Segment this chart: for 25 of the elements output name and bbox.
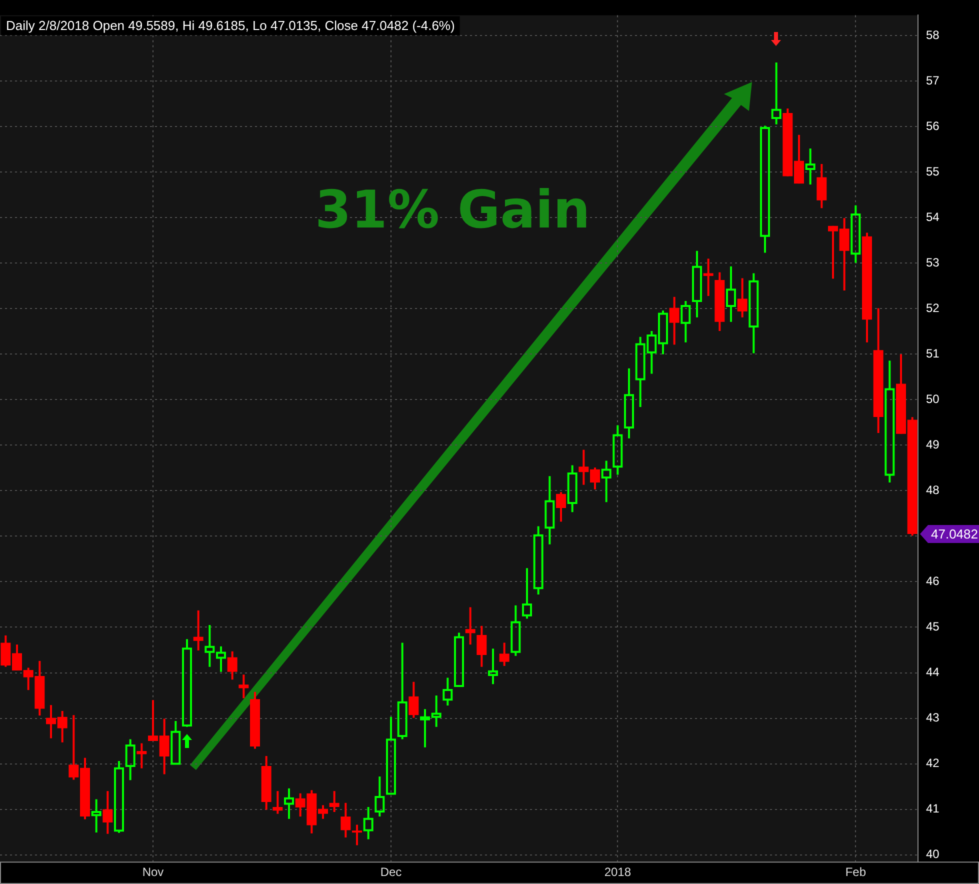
y-tick-label: 44 xyxy=(926,665,940,680)
y-tick-label: 54 xyxy=(926,210,940,224)
chart-title: Daily 2/8/2018 Open 49.5589, Hi 49.6185, Lo 47.0135, Close 47.0482 (-4.6%) xyxy=(6,18,455,33)
y-tick-label: 52 xyxy=(926,301,940,316)
y-tick-label: 56 xyxy=(926,119,940,133)
y-tick-label: 50 xyxy=(926,392,940,406)
x-tick-label: 2018 xyxy=(604,865,632,880)
x-tick-label: Feb xyxy=(845,865,866,880)
text: 47.0482 xyxy=(931,526,978,542)
x-tick-label: Nov xyxy=(142,865,164,880)
y-tick-label: 51 xyxy=(926,346,940,361)
y-tick-label: 40 xyxy=(926,847,940,862)
y-tick-label: 41 xyxy=(926,802,940,816)
y-tick-label: 49 xyxy=(926,438,940,452)
y-tick-label: 43 xyxy=(926,710,940,725)
y-tick-label: 53 xyxy=(926,256,940,270)
y-tick-label: 46 xyxy=(926,574,940,588)
y-tick-label: 48 xyxy=(926,483,940,498)
y-tick-label: 58 xyxy=(926,28,940,42)
y-tick-label: 57 xyxy=(926,73,940,88)
y-tick-label: 42 xyxy=(926,756,940,770)
annotation: 31% Gain xyxy=(314,180,590,241)
y-tick-label: 55 xyxy=(926,164,940,179)
y-tick-label: 45 xyxy=(926,620,940,634)
x-tick-label: Dec xyxy=(380,865,402,880)
